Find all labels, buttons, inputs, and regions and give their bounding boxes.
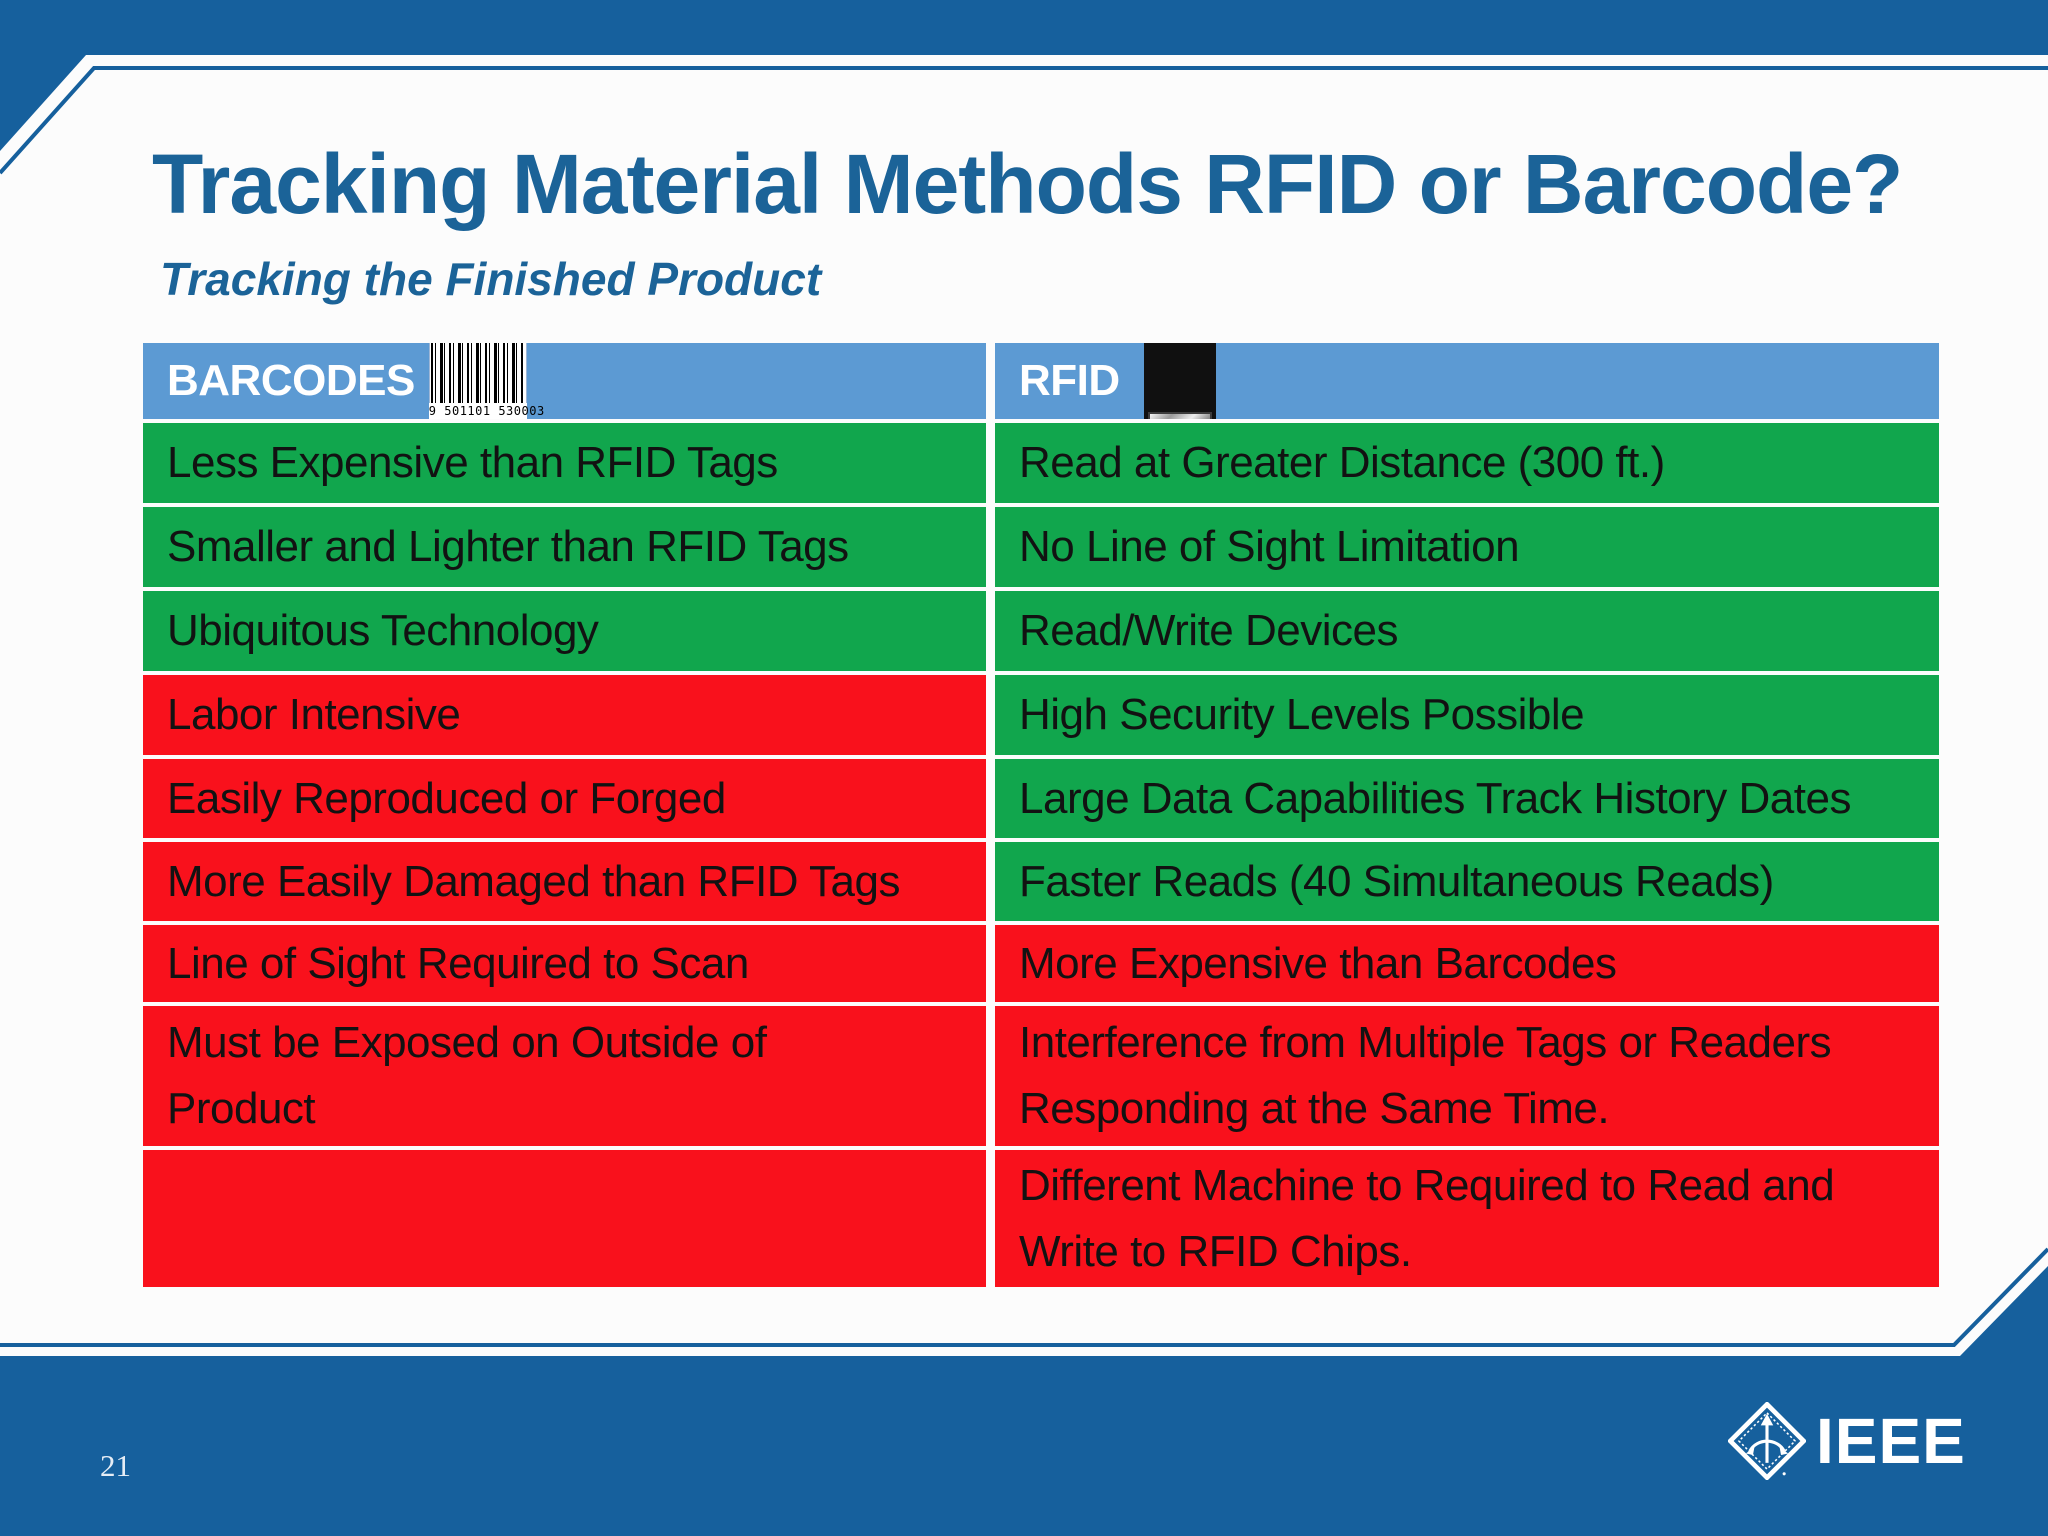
barcode-number: 9 501101 530003 [428, 403, 545, 419]
table-cell-text: Easily Reproduced or Forged [167, 773, 726, 823]
top-bar [0, 0, 2048, 151]
barcodes-header-label: BARCODES [167, 356, 415, 405]
table-cell-text: More Easily Damaged than RFID Tags [167, 856, 900, 906]
table-cell-barcodes-row4: Labor Intensive [143, 675, 986, 755]
table-cell-barcodes-row1: Less Expensive than RFID Tags [143, 423, 986, 503]
table-cell-barcodes-row2: Smaller and Lighter than RFID Tags [143, 507, 986, 587]
table-cell-text: Different Machine to Required to Read an… [1019, 1160, 1835, 1276]
table-cell-text: Faster Reads (40 Simultaneous Reads) [1019, 856, 1774, 906]
table-cell-text: Less Expensive than RFID Tags [167, 438, 778, 487]
table-cell-text: No Line of Sight Limitation [1019, 522, 1520, 571]
rfid-header-label: RFID [1019, 356, 1120, 405]
table-cell-rfid-row4: High Security Levels Possible [995, 675, 1939, 755]
table-cell-text: Must be Exposed on Outside of Product [167, 1018, 767, 1133]
table-header-barcodes: BARCODES 9 501101 530003 [143, 343, 986, 419]
table-cell-barcodes-row6: More Easily Damaged than RFID Tags [143, 842, 986, 921]
rfid-chip-icon [1143, 343, 1216, 419]
table-cell-rfid-row7: More Expensive than Barcodes [995, 925, 1939, 1002]
barcode-bars [430, 343, 525, 403]
table-cell-text: Large Data Capabilities Track History Da… [1019, 773, 1851, 823]
bottom-bar [0, 1266, 2048, 1536]
table-cell-barcodes-row3: Ubiquitous Technology [143, 591, 986, 671]
table-cell-text: Interference from Multiple Tags or Reade… [1019, 1018, 1832, 1133]
table-cell-rfid-row3: Read/Write Devices [995, 591, 1939, 671]
table-cell-text: Labor Intensive [167, 690, 461, 739]
table-cell-text: Smaller and Lighter than RFID Tags [167, 522, 849, 571]
page-title: Tracking Material Methods RFID or Barcod… [152, 137, 1903, 231]
table-header-rfid: RFID [995, 343, 1939, 419]
ieee-logo: IEEE [1728, 1402, 1966, 1480]
ieee-diamond-icon [1728, 1402, 1806, 1480]
table-cell-text: Read/Write Devices [1019, 606, 1399, 655]
rfid-chip-body [1147, 412, 1212, 419]
table-cell-text: Read at Greater Distance (300 ft.) [1019, 438, 1665, 487]
table-cell-text: Ubiquitous Technology [167, 606, 599, 655]
page-number: 21 [100, 1448, 131, 1483]
table-cell-rfid-row6: Faster Reads (40 Simultaneous Reads) [995, 842, 1939, 921]
table-cell-rfid-row1: Read at Greater Distance (300 ft.) [995, 423, 1939, 503]
table-cell-barcodes-row8: Must be Exposed on Outside of Product [143, 1006, 986, 1146]
table-cell-rfid-row9: Different Machine to Required to Read an… [995, 1150, 1939, 1287]
table-cell-rfid-row5: Large Data Capabilities Track History Da… [995, 759, 1939, 838]
table-cell-text: More Expensive than Barcodes [1019, 938, 1617, 988]
table-cell-barcodes-row5: Easily Reproduced or Forged [143, 759, 986, 838]
page-subtitle: Tracking the Finished Product [160, 253, 822, 305]
table-cell-barcodes-row9 [143, 1150, 986, 1287]
ieee-wordmark: IEEE [1816, 1405, 1966, 1477]
table-cell-text: High Security Levels Possible [1019, 690, 1585, 739]
table-cell-rfid-row2: No Line of Sight Limitation [995, 507, 1939, 587]
table-cell-rfid-row8: Interference from Multiple Tags or Reade… [995, 1006, 1939, 1146]
comparison-table: BARCODES 9 501101 530003 RFID Less Expen… [143, 343, 1939, 1287]
table-cell-barcodes-row7: Line of Sight Required to Scan [143, 925, 986, 1002]
barcode-icon: 9 501101 530003 [428, 343, 545, 419]
table-cell-text: Line of Sight Required to Scan [167, 938, 749, 988]
